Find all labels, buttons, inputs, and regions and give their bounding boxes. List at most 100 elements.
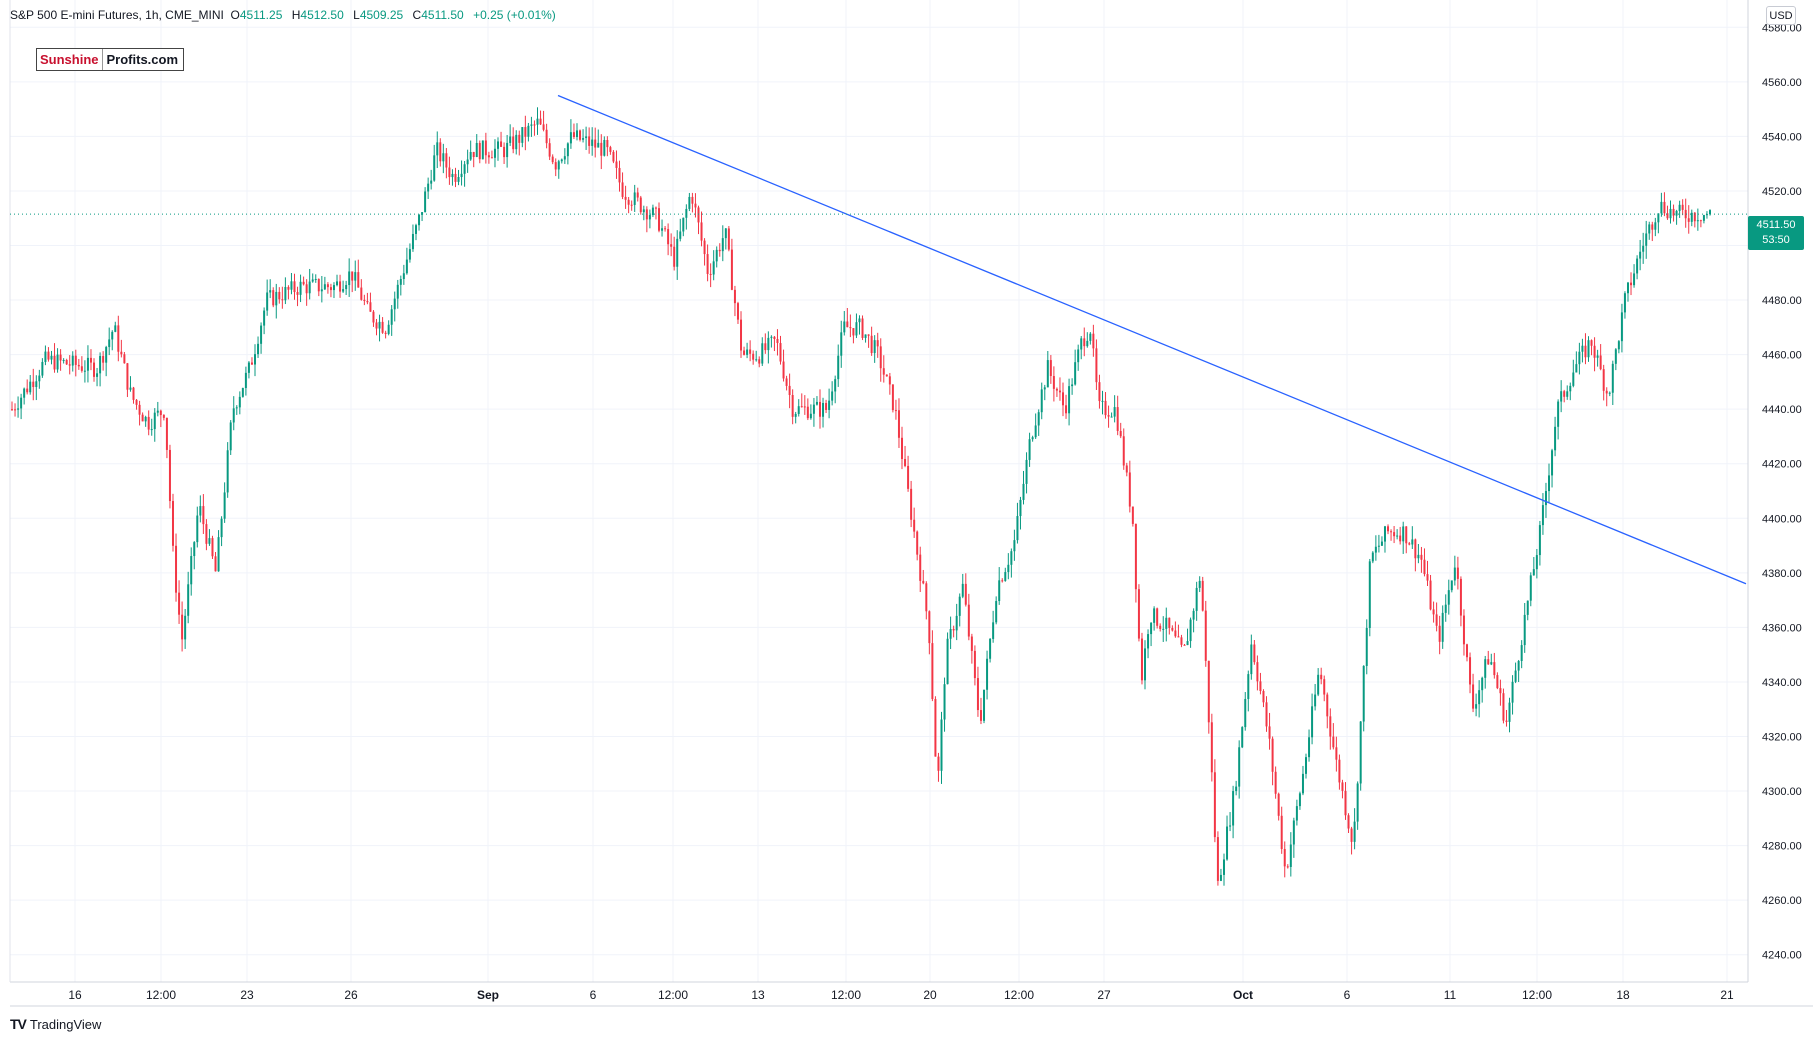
tradingview-brand[interactable]: TV TradingView bbox=[10, 1016, 101, 1032]
candle-body bbox=[1065, 405, 1068, 414]
candle-body bbox=[579, 130, 582, 140]
candle-body bbox=[1353, 821, 1356, 842]
candle-body bbox=[973, 650, 976, 679]
candle-body bbox=[648, 215, 651, 220]
candle-body bbox=[1393, 532, 1396, 537]
logo-part1: Sunshine bbox=[37, 49, 103, 70]
candle-body bbox=[266, 292, 269, 311]
candle-body bbox=[1086, 340, 1089, 347]
candle-body bbox=[1013, 540, 1016, 552]
candle-body bbox=[93, 362, 96, 377]
candle-body bbox=[986, 658, 989, 690]
candle-body bbox=[1134, 523, 1137, 590]
candle-body bbox=[594, 139, 597, 148]
candle-body bbox=[1696, 220, 1699, 222]
candle-body bbox=[384, 332, 387, 334]
candle-body bbox=[178, 592, 181, 615]
candle-body bbox=[1295, 806, 1298, 821]
candle-body bbox=[287, 287, 290, 290]
candle-body bbox=[603, 139, 606, 156]
candle-body bbox=[1602, 369, 1605, 391]
candle-body bbox=[141, 414, 144, 422]
candle-body bbox=[296, 292, 299, 295]
candle-body bbox=[263, 310, 266, 326]
candle-body bbox=[68, 364, 71, 366]
candle-body bbox=[791, 395, 794, 417]
currency-button[interactable]: USD bbox=[1766, 6, 1796, 25]
candle-body bbox=[1408, 543, 1411, 545]
candle-body bbox=[1122, 436, 1125, 466]
candle-body bbox=[478, 142, 481, 160]
candle-body bbox=[1019, 499, 1022, 517]
candle-body bbox=[636, 192, 639, 198]
candle-body bbox=[214, 556, 217, 572]
candle-body bbox=[269, 290, 272, 293]
candle-body bbox=[1645, 233, 1648, 246]
candle-body bbox=[1535, 555, 1538, 570]
candle-body bbox=[609, 147, 612, 152]
candle-body bbox=[1450, 580, 1453, 591]
candle-body bbox=[1180, 637, 1183, 645]
candle-body bbox=[299, 281, 302, 295]
candle-body bbox=[1423, 559, 1426, 575]
candle-body bbox=[1177, 636, 1180, 638]
candle-body bbox=[566, 143, 569, 157]
candle-body bbox=[1292, 820, 1295, 845]
candle-body bbox=[451, 173, 454, 178]
candle-body bbox=[873, 340, 876, 354]
candle-body bbox=[794, 413, 797, 417]
candle-body bbox=[1614, 349, 1617, 364]
candle-body bbox=[1532, 569, 1535, 576]
candle-body bbox=[111, 331, 114, 340]
candle-body bbox=[1387, 526, 1390, 532]
candle-body bbox=[876, 340, 879, 347]
x-tick-label: 12:00 bbox=[831, 988, 861, 1002]
candle-body bbox=[1639, 251, 1642, 259]
candle-body bbox=[700, 222, 703, 241]
candle-body bbox=[290, 281, 293, 290]
candle-body bbox=[512, 136, 515, 150]
candle-body bbox=[1347, 815, 1350, 829]
candle-body bbox=[247, 362, 250, 373]
candle-body bbox=[533, 124, 536, 126]
candle-body bbox=[135, 399, 138, 405]
y-tick-label: 4280.00 bbox=[1762, 841, 1802, 853]
candle-body bbox=[1368, 561, 1371, 628]
candle-body bbox=[99, 356, 102, 374]
x-tick-label: 27 bbox=[1097, 988, 1111, 1002]
candle-body bbox=[1034, 425, 1037, 438]
change-value: +0.25 (+0.01%) bbox=[473, 8, 556, 22]
candle-body bbox=[1651, 224, 1654, 230]
candle-body bbox=[460, 173, 463, 178]
candle-body bbox=[1241, 727, 1244, 748]
last-price-tag: 4511.50 53:50 bbox=[1748, 216, 1804, 250]
candle-body bbox=[147, 416, 150, 430]
candle-body bbox=[424, 191, 427, 213]
candle-body bbox=[411, 233, 414, 250]
candle-body bbox=[509, 136, 512, 143]
sunshine-profits-logo: Sunshine Profits.com bbox=[36, 48, 184, 71]
candle-body bbox=[302, 281, 305, 285]
candle-body bbox=[138, 404, 141, 415]
candle-body bbox=[746, 349, 749, 355]
candle-body bbox=[56, 354, 59, 370]
candle-body bbox=[1165, 617, 1168, 629]
candle-body bbox=[1277, 793, 1280, 816]
candle-body bbox=[481, 140, 484, 160]
candle-body bbox=[785, 378, 788, 386]
candle-body bbox=[572, 132, 575, 138]
candle-body bbox=[946, 638, 949, 685]
candle-body bbox=[840, 332, 843, 356]
candle-body bbox=[1362, 665, 1365, 722]
candle-body bbox=[1636, 258, 1639, 274]
candle-body bbox=[223, 492, 226, 519]
candle-body bbox=[1399, 535, 1402, 542]
candle-body bbox=[976, 678, 979, 711]
candle-body bbox=[992, 622, 995, 639]
candle-body bbox=[77, 364, 80, 367]
candle-body bbox=[1663, 201, 1666, 214]
candle-body bbox=[1168, 617, 1171, 628]
y-tick-label: 4440.00 bbox=[1762, 404, 1802, 416]
candle-body bbox=[1681, 204, 1684, 210]
